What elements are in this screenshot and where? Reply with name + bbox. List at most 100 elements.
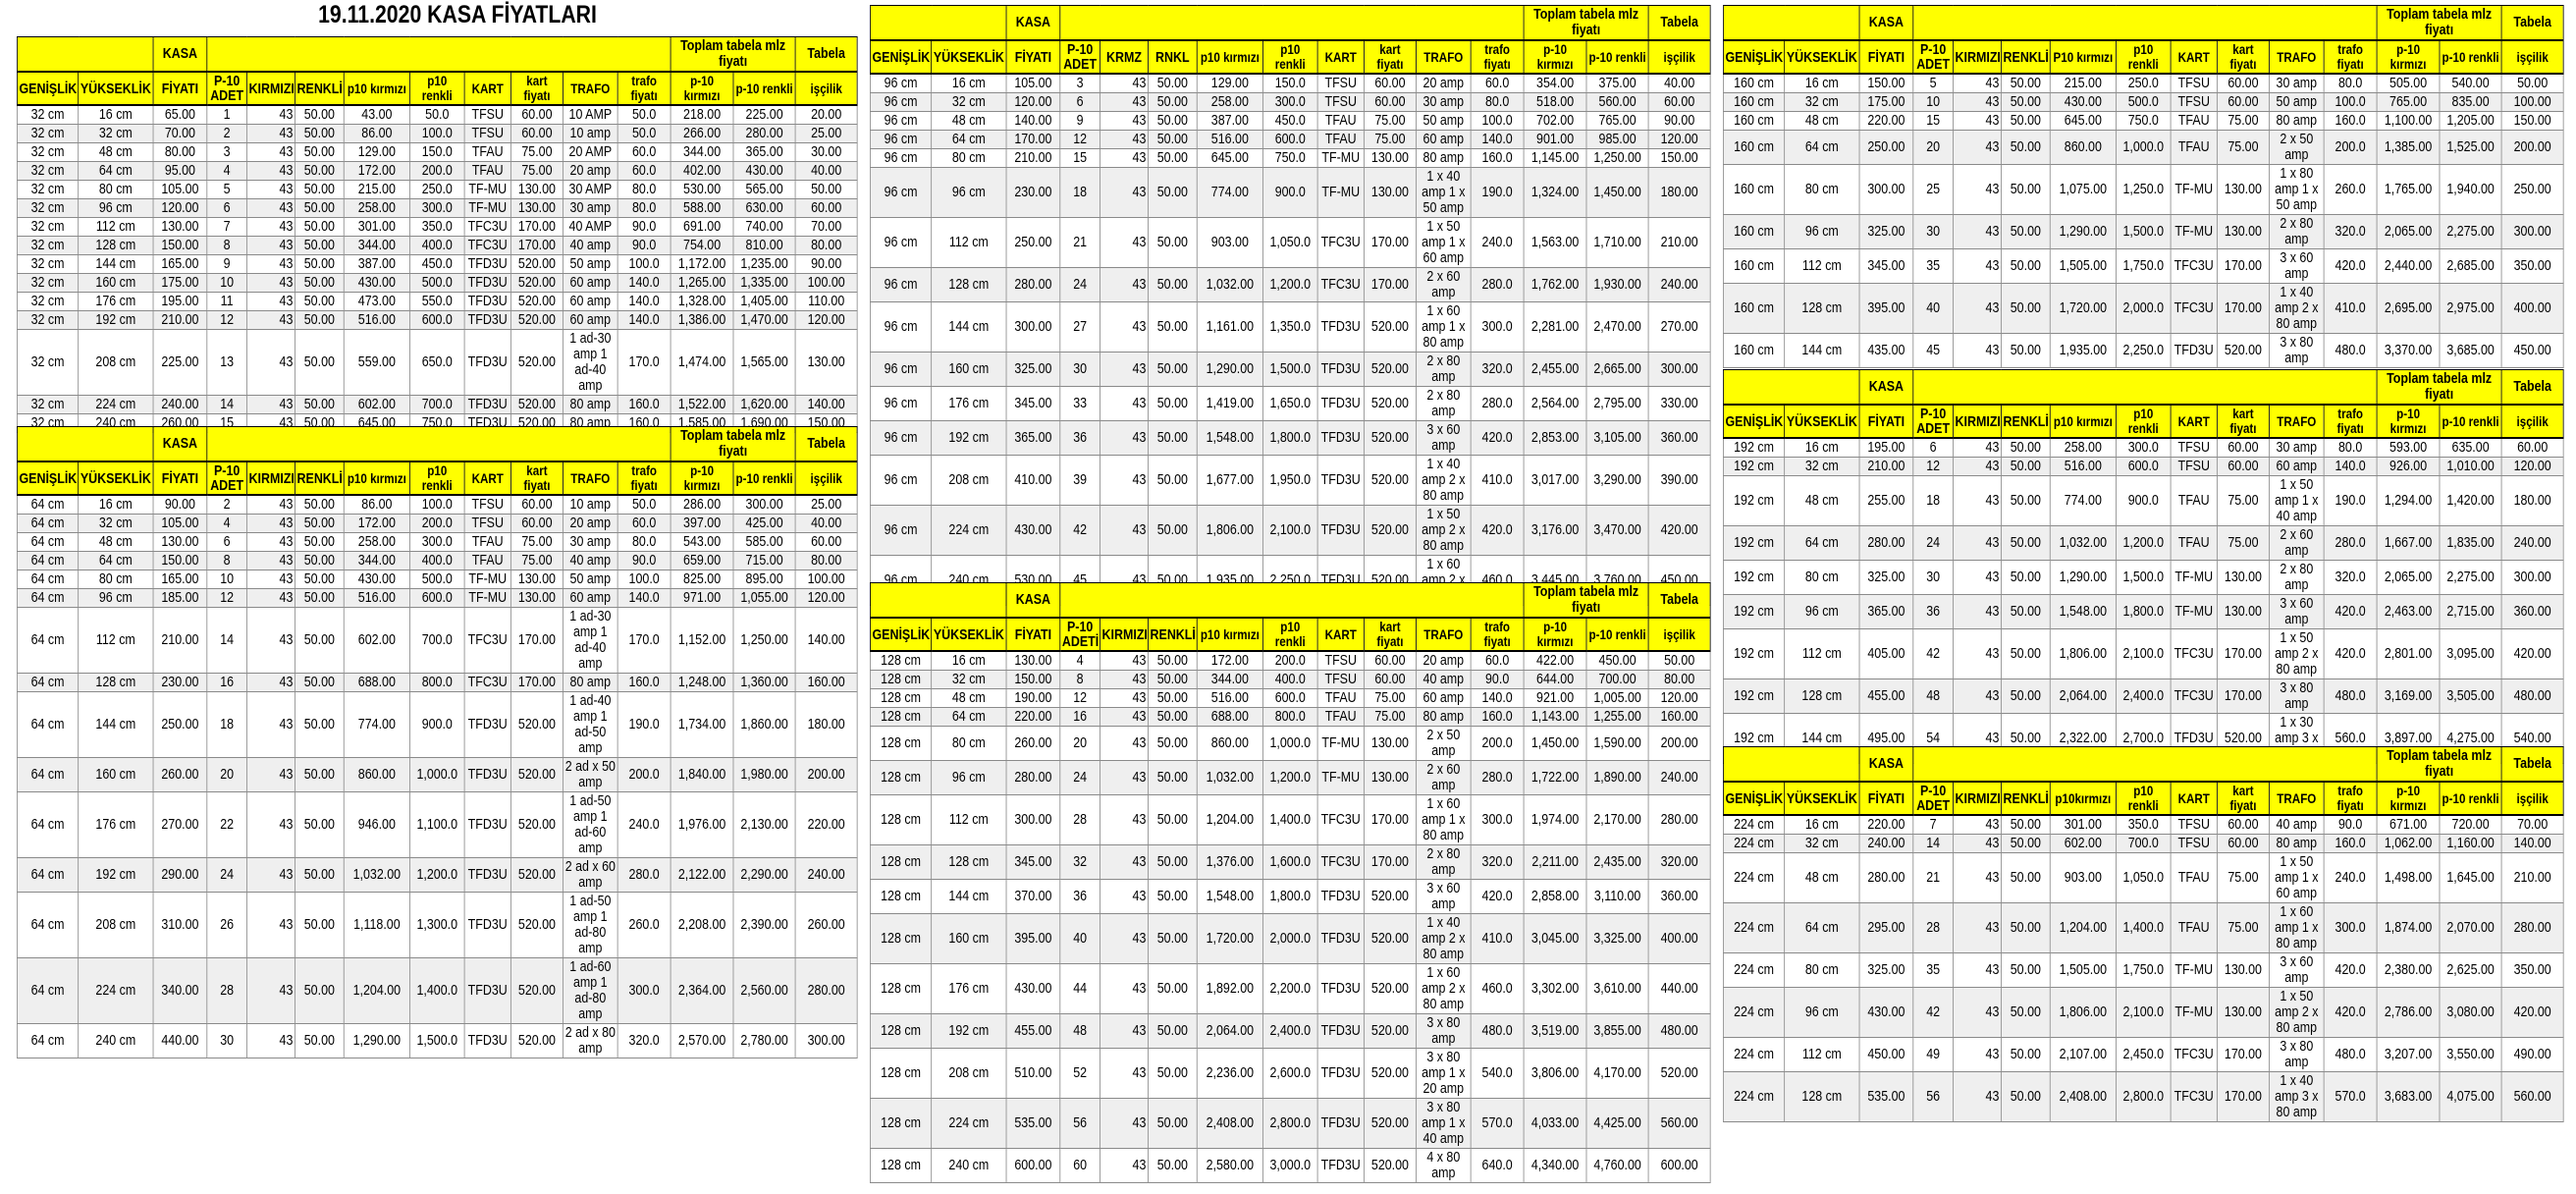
cell-height: 128 cm <box>78 673 154 692</box>
cell-height: 96 cm <box>78 198 154 218</box>
cell-height: 64 cm <box>1784 902 1860 953</box>
cell-height: 224 cm <box>78 957 154 1024</box>
cell-transformer: 2 ad x 60 amp <box>563 857 618 893</box>
column-header-p10-count: P-10 ADET <box>206 71 247 106</box>
cell-card-price: 520.00 <box>510 957 564 1024</box>
cell-width: 96 cm <box>869 386 933 421</box>
cell-labor: 100.00 <box>2500 92 2564 112</box>
cell-labor: 120.00 <box>794 310 858 330</box>
cell-card-price: 60.00 <box>1363 650 1417 671</box>
cell-total-p10-red: 2,364.00 <box>670 957 734 1024</box>
column-header-p10-count: P-10 ADET <box>1912 781 1954 816</box>
cell-transformer-price: 170.0 <box>617 329 671 396</box>
cell-height: 16 cm <box>1784 73 1860 93</box>
cell-p10-count: 49 <box>1912 1037 1954 1072</box>
cell-height: 176 cm <box>78 292 154 311</box>
cell-width: 224 cm <box>1723 1037 1786 1072</box>
cell-kasa-price: 165.00 <box>152 570 208 589</box>
cell-transformer-price: 280.0 <box>1470 267 1525 302</box>
cell-width: 160 cm <box>1723 214 1786 249</box>
cell-red: 43 <box>1100 760 1149 795</box>
cell-p10-colored: 1,200.0 <box>1262 760 1318 795</box>
cell-transformer: 1 x 40 amp 2 x 80 amp <box>1416 455 1472 506</box>
cell-p10-red: 258.00 <box>343 198 410 218</box>
cell-colored: 50.00 <box>2001 475 2051 526</box>
column-header-height: YÜKSEKLİK <box>931 617 1007 652</box>
cell-colored: 50.00 <box>1148 420 1198 456</box>
cell-total-p10-red: 1,248.00 <box>670 673 734 692</box>
cell-card-price: 130.00 <box>2216 560 2270 595</box>
column-header-total-p10-colored: p-10 renkli <box>732 461 796 496</box>
column-header-kasa-price: FİYATI <box>1858 781 1914 816</box>
cell-card: TFAU <box>463 161 511 181</box>
header-total-material: Toplam tabela mlz fiyatı <box>1523 5 1649 41</box>
cell-labor: 70.00 <box>2500 814 2564 835</box>
cell-p10-count: 24 <box>1059 267 1100 302</box>
table-row: 32 cm 128 cm 150.00 8 43 50.00 344.00 400.0 TFC3… <box>17 236 858 255</box>
column-header-card-price: kart fiyatı <box>2216 781 2270 816</box>
cell-card: TFC3U <box>463 607 511 674</box>
cell-p10-red: 1,419.00 <box>1196 386 1263 421</box>
cell-width: 64 cm <box>17 514 80 533</box>
cell-transformer: 2 x 80 amp <box>1416 352 1472 387</box>
cell-transformer: 30 amp <box>563 198 618 218</box>
cell-transformer: 30 amp <box>2269 437 2325 458</box>
cell-colored: 50.00 <box>2001 852 2051 903</box>
cell-p10-count: 35 <box>1912 952 1954 988</box>
cell-p10-colored: 1,800.0 <box>1262 879 1318 914</box>
cell-total-p10-colored: 2,435.00 <box>1585 844 1649 880</box>
cell-total-p10-red: 1,143.00 <box>1523 707 1587 727</box>
cell-card-price: 520.00 <box>1363 1048 1417 1099</box>
header-kasa: KASA <box>1858 746 1914 783</box>
cell-card: TFD3U <box>1316 879 1365 914</box>
cell-p10-red: 688.00 <box>1196 707 1263 727</box>
cell-p10-count: 10 <box>206 273 247 293</box>
cell-height: 192 cm <box>78 310 154 330</box>
cell-total-p10-colored: 2,715.00 <box>2439 594 2502 629</box>
cell-p10-colored: 1,050.0 <box>1262 217 1318 268</box>
cell-height: 64 cm <box>931 707 1007 727</box>
cell-card-price: 520.00 <box>1363 1098 1417 1149</box>
cell-card: TFAU <box>2170 130 2218 165</box>
cell-width: 128 cm <box>869 1048 933 1099</box>
cell-red: 43 <box>1953 164 2002 215</box>
table-row: 64 cm 64 cm 150.00 8 43 50.00 344.00 400.0 TFAU 7… <box>17 551 858 570</box>
cell-p10-colored: 2,100.0 <box>2116 987 2172 1038</box>
cell-transformer: 1 ad-30 amp 1 ad-40 amp <box>563 607 618 674</box>
cell-p10-red: 860.00 <box>1196 726 1263 761</box>
cell-kasa-price: 130.00 <box>152 532 208 552</box>
cell-labor: 450.00 <box>2500 333 2564 368</box>
column-header-transformer-price: trafo fiyatı <box>617 71 671 106</box>
cell-total-p10-colored: 3,095.00 <box>2439 628 2502 679</box>
cell-kasa-price: 225.00 <box>152 329 208 396</box>
cell-p10-red: 860.00 <box>2049 130 2117 165</box>
cell-colored: 50.00 <box>2001 214 2051 249</box>
header-tabela: Tabela <box>2500 746 2564 783</box>
cell-p10-count: 33 <box>1059 386 1100 421</box>
cell-total-p10-red: 1,324.00 <box>1523 167 1587 218</box>
cell-height: 32 cm <box>78 514 154 533</box>
cell-width: 64 cm <box>17 957 80 1024</box>
cell-width: 64 cm <box>17 532 80 552</box>
cell-card-price: 520.00 <box>510 292 564 311</box>
table-row: 128 cm 96 cm 280.00 24 43 50.00 1,032.00 1,200.… <box>869 760 1711 795</box>
header-kasa: KASA <box>1005 5 1061 41</box>
cell-transformer-price: 480.0 <box>2323 333 2378 368</box>
cell-card: TF-MU <box>463 180 511 199</box>
cell-colored: 50.00 <box>2001 164 2051 215</box>
cell-transformer-price: 90.0 <box>617 551 671 570</box>
cell-p10-count: 48 <box>1059 1013 1100 1049</box>
cell-kasa-price: 255.00 <box>1858 475 1914 526</box>
cell-transformer: 4 x 80 amp <box>1416 1148 1472 1183</box>
cell-red: 43 <box>246 1023 295 1058</box>
cell-transformer-price: 420.0 <box>2323 952 2378 988</box>
cell-width: 128 cm <box>869 844 933 880</box>
cell-width: 128 cm <box>869 707 933 727</box>
cell-p10-colored: 800.0 <box>409 673 465 692</box>
cell-height: 80 cm <box>931 148 1007 168</box>
cell-labor: 390.00 <box>1647 455 1711 506</box>
cell-total-p10-red: 1,294.00 <box>2376 475 2441 526</box>
cell-width: 128 cm <box>869 794 933 845</box>
cell-red: 43 <box>1953 834 2002 853</box>
cell-labor: 20.00 <box>794 104 858 125</box>
